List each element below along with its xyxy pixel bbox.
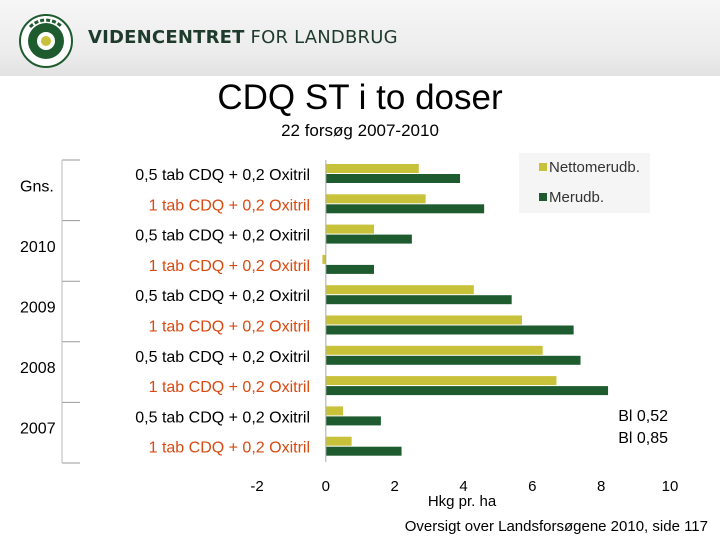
bar-chart: Nettomerudb. Merudb. 0,5 tab CDQ + 0,2 Ox… — [20, 159, 679, 510]
category-label: 1 tab CDQ + 0,2 Oxitril — [149, 258, 310, 275]
group-label: 2007 — [20, 421, 56, 438]
source-note: Oversigt over Landsforsøgene 2010, side … — [404, 518, 708, 535]
group-label: 2010 — [20, 239, 56, 256]
bar-nettomerudb — [325, 345, 543, 355]
legend-label: Nettomerudb. — [549, 159, 640, 176]
x-tick-label: 2 — [390, 478, 398, 495]
bar-merudb — [325, 355, 581, 365]
x-tick-label: 6 — [528, 478, 536, 495]
category-label: 0,5 tab CDQ + 0,2 Oxitril — [135, 288, 310, 305]
header-banner: VIDENCENTRET FOR LANDBRUG — [0, 0, 720, 76]
bar-merudb — [325, 204, 485, 214]
bar-nettomerudb — [325, 164, 419, 173]
bar-nettomerudb — [325, 224, 375, 234]
x-axis-title: Hkg pr. ha — [428, 493, 497, 510]
category-label: 1 tab CDQ + 0,2 Oxitril — [149, 197, 310, 214]
bar-merudb — [325, 174, 461, 183]
category-label: 0,5 tab CDQ + 0,2 Oxitril — [135, 167, 310, 184]
bar-merudb — [325, 264, 375, 274]
bar-merudb — [325, 446, 402, 456]
x-tick-label: 4 — [459, 478, 467, 495]
group-label: 2009 — [20, 300, 56, 317]
slide-subtitle: 22 forsøg 2007-2010 — [281, 121, 439, 140]
bar-nettomerudb — [322, 254, 326, 264]
legend-label: Merudb. — [549, 189, 604, 206]
bar-merudb — [325, 325, 574, 335]
legend-swatch — [539, 193, 547, 201]
x-tick-label: 8 — [597, 478, 605, 495]
bar-nettomerudb — [325, 315, 523, 325]
logo-icon — [19, 14, 73, 68]
group-label: 2008 — [20, 360, 56, 377]
annotation-label: Bl 0,85 — [618, 430, 668, 447]
bar-merudb — [325, 416, 381, 426]
group-label: Gns. — [20, 178, 54, 195]
legend-swatch — [539, 163, 547, 171]
slide-title: CDQ ST i to doser — [217, 78, 503, 117]
annotation-label: Bl 0,52 — [618, 408, 668, 425]
brand-name: VIDENCENTRET FOR LANDBRUG — [88, 27, 398, 48]
x-tick-label: 10 — [662, 478, 679, 495]
bar-merudb — [325, 234, 412, 244]
bar-nettomerudb — [325, 406, 344, 416]
category-label: 1 tab CDQ + 0,2 Oxitril — [149, 440, 310, 457]
category-label: 0,5 tab CDQ + 0,2 Oxitril — [135, 409, 310, 426]
x-tick-label: -2 — [250, 478, 263, 495]
category-label: 0,5 tab CDQ + 0,2 Oxitril — [135, 349, 310, 366]
category-label: 0,5 tab CDQ + 0,2 Oxitril — [135, 228, 310, 245]
category-label: 1 tab CDQ + 0,2 Oxitril — [149, 379, 310, 396]
x-tick-label: 0 — [322, 478, 330, 495]
bar-nettomerudb — [325, 436, 352, 446]
bar-nettomerudb — [325, 285, 474, 295]
bar-merudb — [325, 295, 512, 305]
bar-merudb — [325, 386, 609, 396]
category-label: 1 tab CDQ + 0,2 Oxitril — [149, 319, 310, 336]
bar-nettomerudb — [325, 194, 426, 204]
bar-nettomerudb — [325, 376, 557, 386]
